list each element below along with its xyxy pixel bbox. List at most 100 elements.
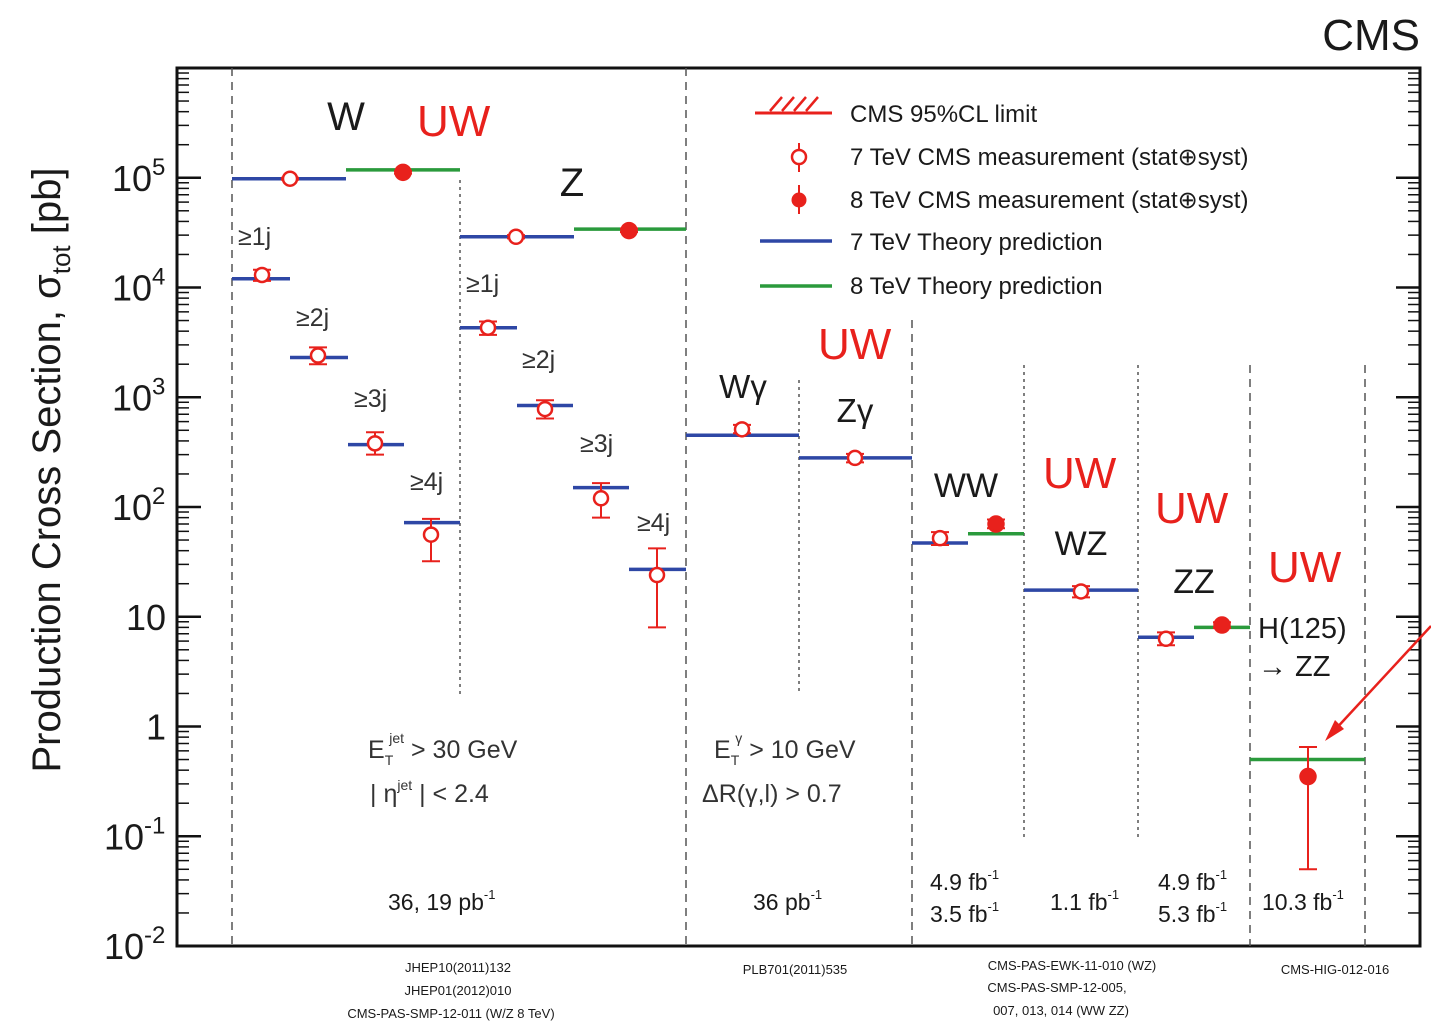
legend-7tev-measurement-label: 7 TeV CMS measurement (stat⊕syst)	[850, 144, 1248, 171]
open-marker	[733, 421, 751, 438]
open-marker	[1157, 630, 1175, 648]
uw-annotation: UW	[818, 320, 892, 369]
cut-gamma-et: ETγ > 10 GeV	[714, 730, 856, 768]
y-tick-label: 104	[112, 264, 165, 309]
lumi-ww-7tev: 4.9 fb-1	[930, 867, 999, 895]
lumi-vgamma: 36 pb-1	[753, 887, 822, 915]
measurement-8tev-point	[1299, 746, 1317, 871]
lumi-wz: 1.1 fb-1	[1050, 887, 1119, 915]
measurement-7tev-point	[253, 266, 271, 284]
measurement-7tev-point	[1072, 583, 1090, 600]
lumi-zz-7tev: 4.9 fb-1	[1158, 867, 1227, 895]
measurement-7tev-point	[1157, 630, 1175, 648]
cms-corner-label: CMS	[1322, 11, 1420, 60]
ref-diboson-2: CMS-PAS-SMP-12-005,	[987, 980, 1126, 995]
open-marker	[648, 566, 666, 584]
measurement-8tev-point	[987, 515, 1005, 533]
ref-wz-1: JHEP10(2011)132	[405, 960, 511, 975]
y-tick-label: 105	[112, 154, 165, 199]
y-tick-label: 102	[112, 483, 165, 528]
legend-limit-label: CMS 95%CL limit	[850, 101, 1037, 128]
y-tick-label: 103	[112, 373, 165, 418]
y-tick-label: 1	[146, 707, 166, 748]
jet-label-z-ge4j: ≥4j	[637, 509, 670, 537]
jet-label-w-ge2j: ≥2j	[296, 304, 329, 332]
legend-7tev-theory-label: 7 TeV Theory prediction	[850, 229, 1103, 256]
process-label-wz: WZ	[1055, 525, 1108, 563]
open-marker	[1072, 583, 1090, 600]
open-marker	[422, 526, 440, 543]
measurement-7tev-point	[366, 431, 384, 456]
measurement-7tev-point	[733, 421, 751, 438]
filled-marker	[1299, 767, 1317, 786]
jet-label-z-ge1j: ≥1j	[466, 270, 499, 298]
minor-ticks	[177, 72, 1420, 914]
measurement-7tev-point	[846, 449, 864, 467]
open-marker	[536, 400, 554, 418]
process-label-higgs: H(125)	[1258, 613, 1347, 645]
jet-label-z-ge3j: ≥3j	[580, 430, 613, 458]
filled-marker	[1213, 616, 1231, 634]
process-label-ww: WW	[934, 467, 998, 505]
section-dividers	[231, 68, 1366, 946]
jet-label-z-ge2j: ≥2j	[522, 346, 555, 374]
lumi-ww-8tev: 3.5 fb-1	[930, 899, 999, 927]
annotation-arrow	[1325, 625, 1431, 741]
measurement-7tev-point	[309, 346, 327, 366]
filled-marker	[987, 515, 1005, 533]
uw-annotation: UW	[1268, 543, 1342, 592]
legend-limit-symbol	[755, 96, 832, 115]
legend-8tev-theory-label: 8 TeV Theory prediction	[850, 273, 1103, 300]
legend-8tev-measurement-symbol	[791, 185, 807, 214]
cut-gamma-dr: ΔR(γ,l) > 0.7	[702, 780, 842, 808]
lumi-higgs: 10.3 fb-1	[1262, 887, 1344, 915]
measurement-7tev-point	[931, 529, 949, 547]
jet-label-w-ge3j: ≥3j	[354, 385, 387, 413]
open-marker	[931, 529, 949, 547]
lumi-zz-8tev: 5.3 fb-1	[1158, 899, 1227, 927]
open-marker	[366, 435, 384, 452]
major-ticks	[177, 176, 1420, 948]
ref-higgs: CMS-HIG-012-016	[1281, 962, 1389, 977]
legend-7tev-measurement-symbol	[790, 143, 808, 172]
measurement-8tev-point	[620, 221, 638, 240]
open-marker	[846, 449, 864, 467]
measurement-7tev-point	[507, 228, 525, 246]
measurement-7tev-point	[479, 319, 497, 336]
process-label-higgs-decay: → ZZ	[1258, 651, 1331, 683]
measurement-7tev-point	[648, 547, 666, 629]
cut-jet-eta: | ηjet | < 2.4	[370, 777, 489, 808]
ref-wz-2: JHEP01(2012)010	[405, 983, 512, 998]
uw-annotation: UW	[1155, 484, 1229, 533]
process-label-w: W	[327, 95, 365, 139]
cut-jet-et: ETjet > 30 GeV	[368, 730, 518, 768]
ref-diboson-3: 007, 013, 014 (WW ZZ)	[993, 1003, 1129, 1018]
measurement-7tev-point	[536, 399, 554, 420]
measurement-7tev-point	[281, 170, 299, 187]
process-label-zgamma: Zγ	[837, 392, 874, 429]
jet-label-w-ge4j: ≥4j	[410, 468, 443, 496]
process-label-z: Z	[560, 161, 584, 205]
uw-annotation: UW	[417, 97, 491, 146]
process-label-zz: ZZ	[1173, 563, 1215, 601]
legend: CMS 95%CL limit 7 TeV CMS measurement (s…	[755, 96, 1248, 300]
open-marker	[253, 266, 271, 284]
measurement-7tev-point	[422, 517, 440, 563]
ref-wz-3: CMS-PAS-SMP-12-011 (W/Z 8 TeV)	[347, 1006, 554, 1021]
open-marker	[309, 347, 327, 364]
filled-marker	[620, 221, 638, 240]
measurement-8tev-point	[394, 163, 412, 182]
process-label-wgamma: Wγ	[719, 368, 767, 405]
legend-8tev-measurement-label: 8 TeV CMS measurement (stat⊕syst)	[850, 187, 1248, 214]
jet-label-w-ge1j: ≥1j	[238, 223, 271, 251]
measurement-markers	[253, 163, 1317, 871]
measurement-8tev-point	[1213, 616, 1231, 634]
y-tick-label: 10-2	[104, 922, 165, 967]
y-tick-label: 10-1	[104, 812, 165, 857]
lumi-wz-inclusive: 36, 19 pb-1	[388, 887, 495, 915]
open-marker	[479, 319, 497, 336]
y-axis-title: Production Cross Section, σtot [pb]	[25, 167, 76, 772]
uw-annotation: UW	[1043, 449, 1117, 498]
